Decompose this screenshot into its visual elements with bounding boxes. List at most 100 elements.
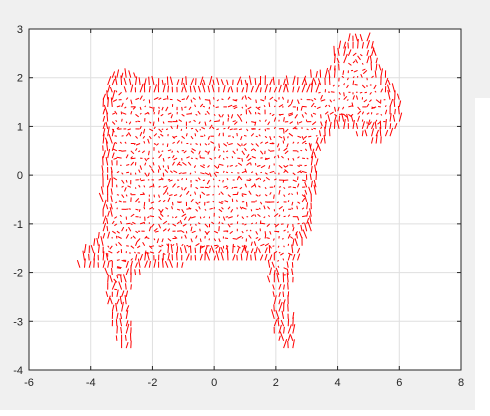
quiver-arrow [181, 98, 186, 101]
quiver-arrow [355, 59, 359, 64]
quiver-arrow [297, 150, 299, 153]
quiver-arrow [259, 201, 263, 205]
quiver-arrow [170, 125, 173, 130]
quiver-arrow [384, 129, 389, 137]
quiver-arrow [278, 206, 283, 210]
quiver-arrow [137, 120, 141, 123]
quiver-arrow [273, 295, 277, 305]
quiver-arrow [109, 259, 113, 262]
quiver-arrow [225, 171, 229, 174]
quiver-arrow [150, 201, 155, 204]
quiver-arrow [391, 83, 396, 93]
quiver-arrow [199, 228, 201, 232]
quiver-arrow [116, 69, 120, 78]
quiver-arrow [300, 149, 303, 152]
quiver-arrow [209, 172, 212, 177]
quiver-arrow [222, 170, 225, 173]
quiver-arrow [267, 121, 271, 126]
quiver-arrow [174, 216, 178, 219]
quiver-arrow [107, 178, 111, 188]
quiver-arrow [121, 185, 124, 188]
quiver-arrow [224, 200, 229, 203]
quiver-arrow [369, 91, 372, 95]
quiver-arrow [200, 172, 205, 175]
quiver-arrow [204, 99, 210, 101]
quiver-arrow [255, 172, 258, 176]
quiver-arrow [116, 171, 120, 174]
quiver-arrow [162, 157, 165, 162]
quiver-arrow [143, 185, 146, 188]
quiver-arrow [181, 113, 185, 117]
quiver-arrow [172, 223, 177, 227]
quiver-arrow [116, 267, 122, 269]
quiver-arrow [240, 79, 243, 86]
quiver-arrow [304, 148, 308, 152]
quiver-arrow [135, 198, 140, 203]
quiver-arrow [82, 250, 85, 261]
quiver-arrow [397, 105, 400, 115]
quiver-arrow [371, 106, 377, 110]
quiver-arrow [329, 65, 332, 71]
quiver-arrow [120, 220, 123, 225]
quiver-arrow [190, 226, 193, 232]
quiver-arrow [315, 137, 319, 144]
quiver-arrow [287, 214, 291, 217]
quiver-arrow [250, 162, 252, 166]
quiver-arrow [148, 261, 151, 268]
quiver-arrow [164, 261, 169, 268]
quiver-arrow [286, 268, 289, 276]
quiver-arrow [116, 325, 118, 334]
quiver-arrow [398, 112, 403, 122]
axes-box [28, 28, 462, 371]
quiver-arrow [366, 55, 370, 64]
quiver-arrow [240, 253, 243, 261]
quiver-arrow [286, 143, 289, 148]
quiver-arrow [300, 171, 303, 174]
quiver-arrow [264, 234, 267, 239]
quiver-arrow [135, 148, 138, 152]
quiver-arrow [334, 53, 336, 64]
quiver-arrow [301, 75, 307, 86]
quiver-arrow [111, 281, 117, 290]
quiver-arrow [255, 143, 259, 147]
quiver-arrow [114, 223, 118, 227]
quiver-arrow [234, 99, 238, 101]
quiver-arrow [278, 148, 280, 151]
quiver-arrow [272, 238, 275, 241]
quiver-arrow [194, 133, 197, 137]
quiver-arrow [139, 165, 143, 170]
y-tick-label: -2 [13, 268, 23, 280]
quiver-arrow [148, 226, 152, 232]
quiver-arrow [139, 178, 142, 181]
quiver-arrow [259, 119, 261, 122]
quiver-arrow [158, 245, 162, 248]
quiver-arrow [334, 68, 336, 78]
quiver-arrow [190, 78, 195, 86]
quiver-arrow [116, 259, 120, 261]
quiver-arrow [285, 75, 289, 86]
quiver-arrow [181, 77, 184, 86]
quiver-arrow [215, 106, 219, 108]
quiver-arrow [357, 110, 362, 115]
quiver-arrow [250, 254, 252, 261]
quiver-arrow [125, 97, 129, 100]
quiver-arrow [102, 133, 105, 144]
quiver-arrow [204, 223, 209, 228]
quiver-arrow [176, 99, 182, 103]
quiver-arrow [121, 179, 125, 184]
quiver-arrow [108, 250, 113, 254]
quiver-arrow [366, 112, 370, 115]
quiver-arrow [188, 121, 192, 123]
quiver-arrow [357, 115, 360, 122]
quiver-arrow [197, 110, 201, 115]
quiver-arrow [288, 113, 293, 117]
quiver-arrow [181, 187, 183, 191]
quiver-arrow [190, 198, 194, 203]
quiver-arrow [369, 99, 372, 103]
quiver-arrow [248, 75, 252, 86]
quiver-arrow [278, 283, 282, 290]
quiver-arrow [151, 223, 155, 228]
quiver-arrow [137, 245, 141, 249]
quiver-arrow [282, 291, 285, 297]
